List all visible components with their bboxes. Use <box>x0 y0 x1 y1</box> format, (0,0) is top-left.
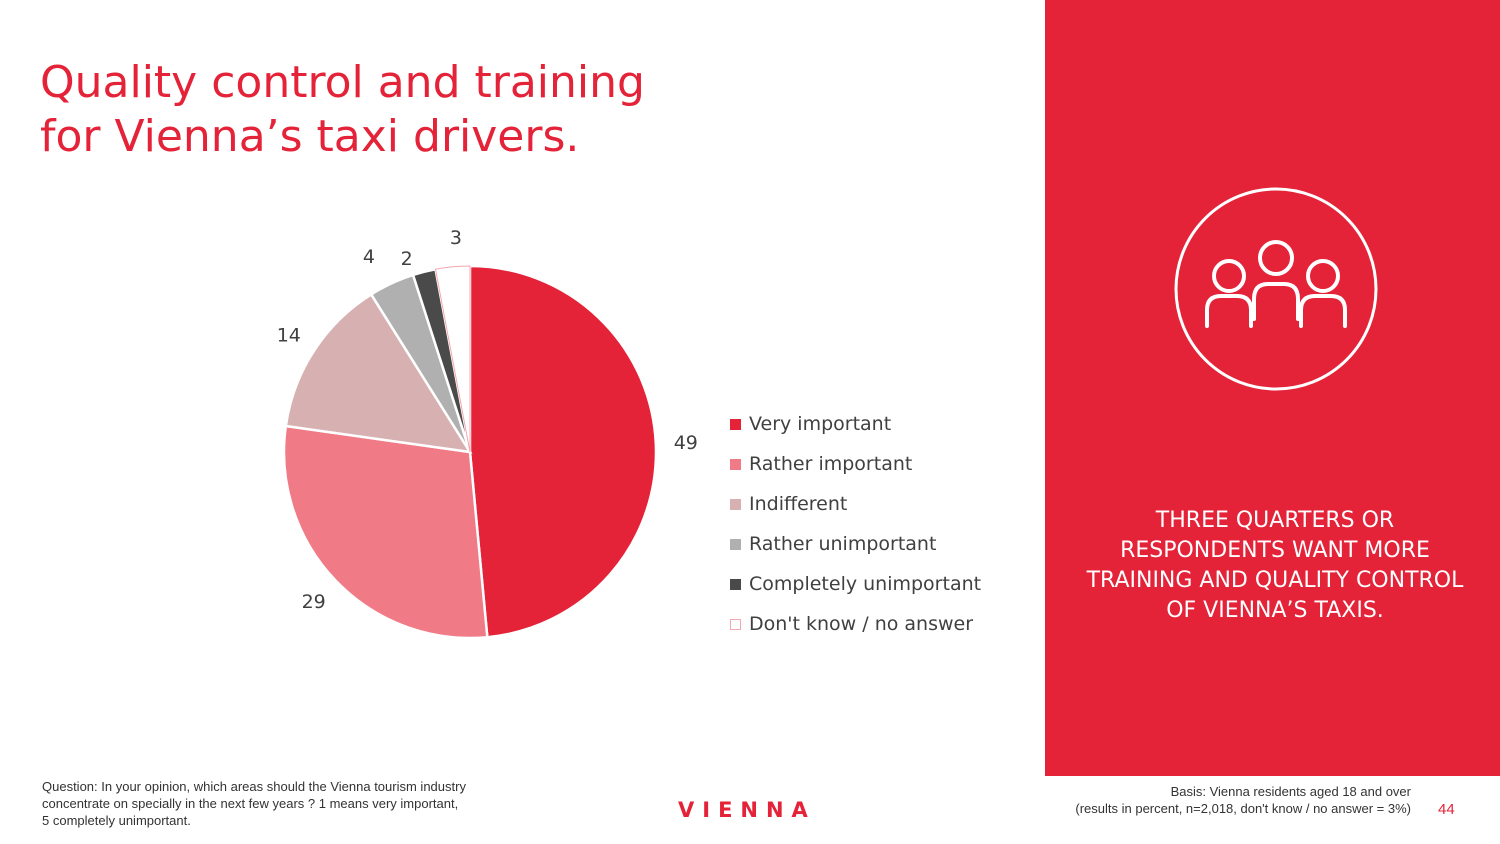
legend-swatch <box>730 418 741 430</box>
legend-swatch <box>730 538 741 550</box>
pie-labels: 49 29 14 4 2 3 <box>277 227 698 613</box>
footnote-line: 5 completely unimportant. <box>42 813 191 828</box>
legend-swatch <box>730 498 741 510</box>
summary-panel: THREE QUARTERS OR RESPONDENTS WANT MORE … <box>1045 0 1500 776</box>
legend-swatch <box>730 458 741 470</box>
pie-data-label: 14 <box>277 325 301 347</box>
people-group-icon <box>1174 187 1378 391</box>
basis-line: Basis: Vienna residents aged 18 and over <box>1170 784 1411 799</box>
footnote-line: concentrate on specially in the next few… <box>42 796 459 811</box>
slide-title-line: for Vienna’s taxi drivers. <box>40 111 580 162</box>
pie-slice-don-t-know-no-answer <box>434 265 471 453</box>
legend-label: Indifferent <box>749 493 848 515</box>
pie-slices <box>282 264 658 640</box>
summary-text: THREE QUARTERS OR RESPONDENTS WANT MORE … <box>1086 508 1464 623</box>
pie-data-label: 4 <box>363 246 375 268</box>
legend-item: Don't know / no answer <box>730 604 981 644</box>
page-number: 44 <box>1438 801 1455 818</box>
legend-label: Rather unimportant <box>749 533 937 555</box>
legend-item: Completely unimportant <box>730 564 981 604</box>
chart-legend: Very important Rather important Indifferen… <box>730 404 981 644</box>
pie-chart: 49 29 14 4 2 3 <box>277 227 698 640</box>
pie-data-label: 2 <box>401 248 413 270</box>
pie-slice-very-important <box>468 264 658 639</box>
legend-label: Don't know / no answer <box>749 613 974 635</box>
legend-label: Rather important <box>749 453 913 475</box>
basis-line: (results in percent, n=2,018, don't know… <box>1075 801 1411 816</box>
pie-data-label: 29 <box>302 591 326 613</box>
legend-swatch <box>730 578 741 590</box>
slide-title-line: Quality control and training <box>40 57 645 108</box>
legend-swatch <box>730 618 741 630</box>
pie-data-label: 49 <box>674 432 698 454</box>
legend-label: Completely unimportant <box>749 573 982 595</box>
pie-slice-indifferent <box>284 292 473 454</box>
legend-item: Very important <box>730 404 981 444</box>
slide-title: Quality control and training for Vienna’… <box>40 56 800 164</box>
legend-item: Indifferent <box>730 484 981 524</box>
footnote-line: Question: In your opinion, which areas s… <box>42 779 466 794</box>
pie-data-label: 3 <box>450 227 462 249</box>
pie-slice-rather-important <box>282 424 489 640</box>
legend-label: Very important <box>749 413 892 435</box>
question-footnote: Question: In your opinion, which areas s… <box>42 778 562 829</box>
legend-item: Rather important <box>730 444 981 484</box>
legend-item: Rather unimportant <box>730 524 981 564</box>
basis-note: Basis: Vienna residents aged 18 and over… <box>951 783 1411 817</box>
vienna-logo: VIENNA <box>678 798 816 822</box>
